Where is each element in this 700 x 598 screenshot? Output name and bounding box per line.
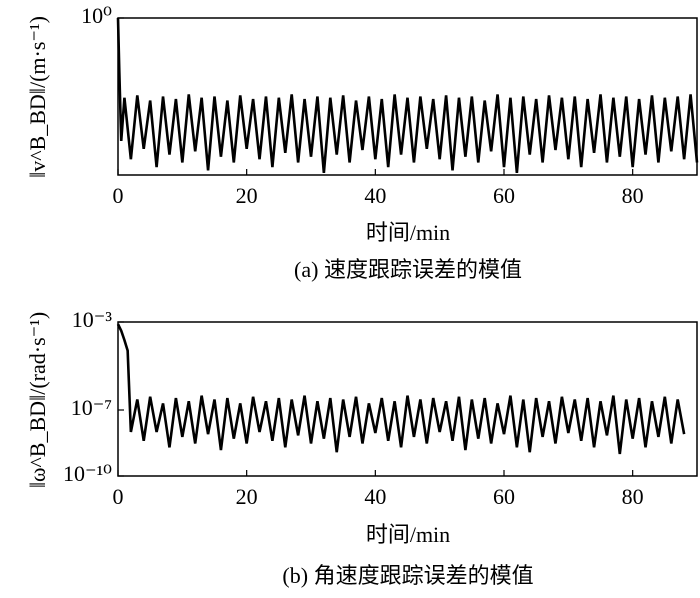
x-tick-label: 0 <box>113 484 124 509</box>
x-axis-label: 时间/min <box>366 522 450 547</box>
y-axis-label: ‖ω^B_BD‖/(rad·s⁻¹) <box>25 312 50 488</box>
caption: (b) 角速度跟踪误差的模值 <box>282 563 533 588</box>
plot-frame <box>117 17 698 176</box>
x-tick-label: 80 <box>622 183 644 208</box>
data-line <box>116 323 686 455</box>
y-tick-label: 10⁻³ <box>72 307 113 332</box>
x-axis-label: 时间/min <box>366 220 450 245</box>
x-tick-label: 60 <box>493 183 515 208</box>
data-line <box>116 17 699 174</box>
x-tick-label: 0 <box>113 183 124 208</box>
caption: (a) 速度跟踪误差的模值 <box>294 257 522 282</box>
x-tick-label: 80 <box>622 484 644 509</box>
y-axis-label: ‖v^B_BD‖/(m·s⁻¹) <box>25 16 50 178</box>
x-tick-label: 20 <box>236 183 258 208</box>
x-tick-label: 40 <box>364 183 386 208</box>
y-tick-label: 10⁻⁷ <box>71 395 112 420</box>
x-tick-label: 20 <box>236 484 258 509</box>
x-tick-label: 40 <box>364 484 386 509</box>
y-tick-label: 10⁻¹⁰ <box>63 461 112 486</box>
x-tick-label: 60 <box>493 484 515 509</box>
y-tick-label: 10⁰ <box>81 3 112 28</box>
plot-frame <box>117 321 698 477</box>
